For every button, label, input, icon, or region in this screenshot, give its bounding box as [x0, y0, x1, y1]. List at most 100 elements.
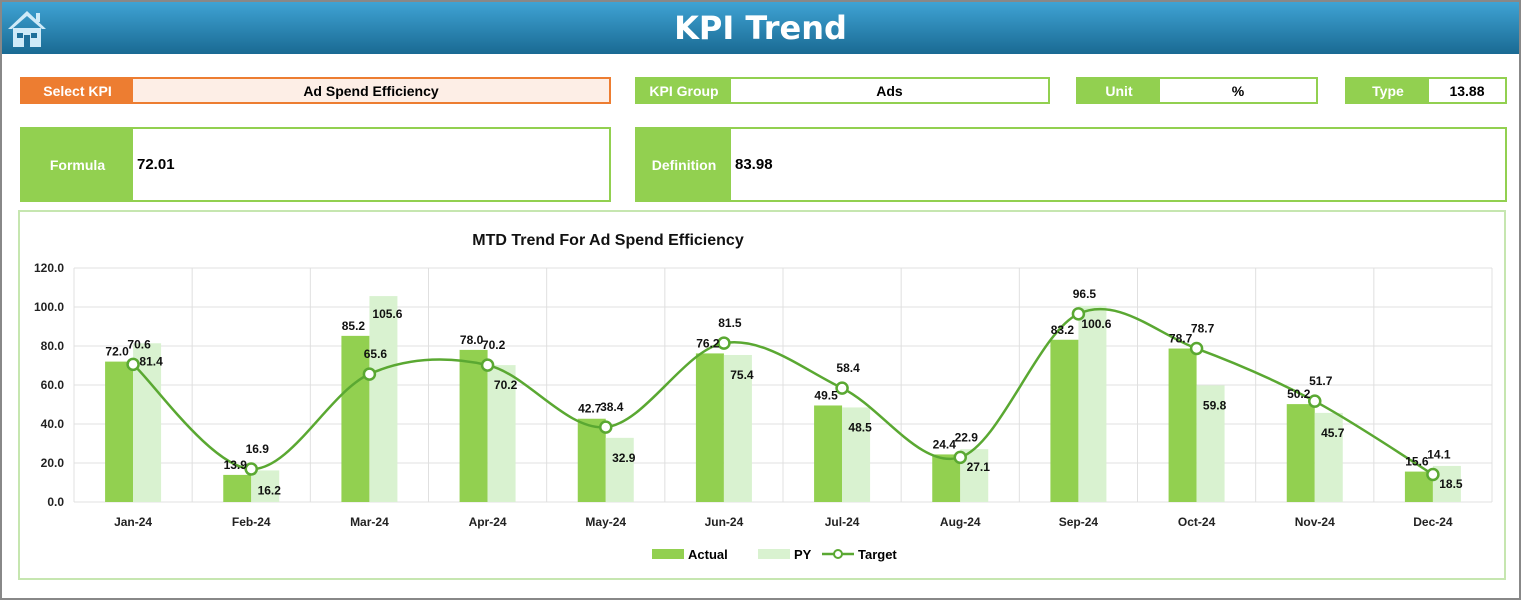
legend-target-label: Target: [858, 547, 897, 562]
target-marker: [1308, 394, 1322, 408]
formula-value: 72.01: [137, 156, 175, 173]
y-tick-label: 0.0: [47, 495, 64, 509]
py-data-label: 45.7: [1321, 426, 1345, 440]
page-title: KPI Trend: [674, 9, 847, 47]
header-bar: KPI Trend: [2, 2, 1519, 54]
py-data-label: 75.4: [730, 368, 754, 382]
target-marker: [1189, 341, 1204, 356]
definition-field: Definition 83.98: [635, 127, 1507, 202]
definition-label: Definition: [637, 129, 731, 200]
actual-bar: [695, 353, 724, 502]
legend-actual-label: Actual: [688, 547, 728, 562]
kpi-group-field: KPI Group Ads: [635, 77, 1050, 104]
type-label: Type: [1347, 79, 1429, 102]
home-icon[interactable]: [6, 8, 48, 48]
x-tick-label: Oct-24: [1178, 515, 1216, 529]
x-tick-label: Aug-24: [940, 515, 981, 529]
target-marker: [599, 420, 613, 434]
py-data-label: 100.6: [1081, 317, 1111, 331]
select-kpi-dropdown[interactable]: Ad Spend Efficiency: [133, 79, 609, 102]
formula-field: Formula 72.01: [20, 127, 611, 202]
target-marker: [717, 336, 731, 350]
y-tick-label: 20.0: [41, 456, 65, 470]
py-bar: [842, 407, 871, 502]
x-tick-label: May-24: [585, 515, 626, 529]
py-bar: [1314, 412, 1343, 502]
target-data-label: 96.5: [1073, 287, 1097, 301]
target-data-label: 70.6: [127, 337, 151, 351]
x-tick-label: Jun-24: [705, 515, 744, 529]
target-marker: [244, 462, 258, 476]
legend-py-label: PY: [794, 547, 812, 562]
target-data-label: 14.1: [1427, 448, 1451, 462]
actual-data-label: 85.2: [342, 319, 366, 333]
actual-data-label: 50.2: [1287, 387, 1311, 401]
y-tick-label: 100.0: [34, 300, 64, 314]
type-value: 13.88: [1449, 82, 1485, 99]
target-marker: [835, 381, 849, 395]
y-tick-label: 120.0: [34, 261, 64, 275]
x-tick-label: Sep-24: [1059, 515, 1099, 529]
legend-target-marker: [833, 549, 843, 559]
py-data-label: 81.4: [139, 354, 163, 368]
actual-data-label: 78.0: [460, 333, 484, 347]
actual-data-label: 15.6: [1405, 455, 1429, 469]
chart-title: MTD Trend For Ad Spend Efficiency: [472, 232, 744, 249]
actual-bar: [1050, 339, 1079, 502]
kpi-group-label: KPI Group: [637, 79, 731, 102]
mtd-trend-chart: MTD Trend For Ad Spend Efficiency 0.0 20.…: [34, 232, 1493, 562]
actual-bar: [105, 361, 134, 502]
actual-bar: [341, 335, 370, 502]
x-tick-label: Nov-24: [1295, 515, 1335, 529]
py-bar: [1078, 305, 1107, 502]
target-data-label: 51.7: [1309, 374, 1333, 388]
type-field: Type 13.88: [1345, 77, 1507, 104]
py-bar: [487, 365, 516, 502]
target-marker: [1071, 307, 1086, 321]
actual-bar: [577, 418, 606, 502]
chart-container: MTD Trend For Ad Spend Efficiency 0.0 20.…: [18, 210, 1506, 580]
unit-field: Unit %: [1076, 77, 1318, 104]
py-data-label: 70.2: [494, 378, 518, 392]
py-bar: [723, 354, 752, 502]
actual-data-label: 49.5: [814, 388, 838, 402]
unit-value: %: [1231, 82, 1245, 99]
x-tick-label: Dec-24: [1413, 515, 1453, 529]
select-kpi-field: Select KPI Ad Spend Efficiency: [20, 77, 611, 104]
legend-actual-swatch: [652, 549, 684, 559]
actual-data-label: 42.7: [578, 402, 602, 416]
target-marker: [480, 358, 495, 372]
y-tick-label: 60.0: [41, 378, 65, 392]
py-data-label: 48.5: [848, 420, 872, 434]
target-data-label: 22.9: [955, 430, 979, 444]
py-data-label: 105.6: [372, 307, 402, 321]
py-data-label: 27.1: [967, 460, 991, 474]
select-kpi-label: Select KPI: [22, 79, 133, 102]
actual-bar: [1286, 404, 1315, 502]
x-tick-label: Apr-24: [469, 515, 507, 529]
x-tick-label: Mar-24: [350, 515, 389, 529]
actual-data-label: 72.0: [105, 345, 129, 359]
actual-bar: [223, 474, 252, 502]
formula-label: Formula: [22, 129, 133, 200]
definition-value: 83.98: [735, 156, 773, 173]
py-bar: [1196, 385, 1225, 502]
actual-bar: [1168, 348, 1197, 502]
y-tick-label: 40.0: [41, 417, 65, 431]
py-bar: [605, 437, 634, 502]
py-data-label: 18.5: [1439, 477, 1463, 491]
target-data-label: 78.7: [1191, 322, 1215, 336]
x-tick-label: Jul-24: [825, 515, 860, 529]
x-tick-label: Feb-24: [232, 515, 271, 529]
target-marker: [126, 357, 140, 372]
actual-data-label: 76.2: [696, 336, 720, 350]
target-marker: [953, 450, 967, 465]
target-data-label: 65.6: [364, 347, 388, 361]
target-data-label: 70.2: [482, 338, 506, 352]
actual-data-label: 13.9: [224, 458, 248, 472]
target-data-label: 81.5: [718, 316, 742, 330]
py-data-label: 32.9: [612, 451, 636, 465]
py-bar: [251, 470, 280, 502]
actual-bar: [814, 405, 843, 502]
target-data-label: 16.9: [246, 442, 270, 456]
